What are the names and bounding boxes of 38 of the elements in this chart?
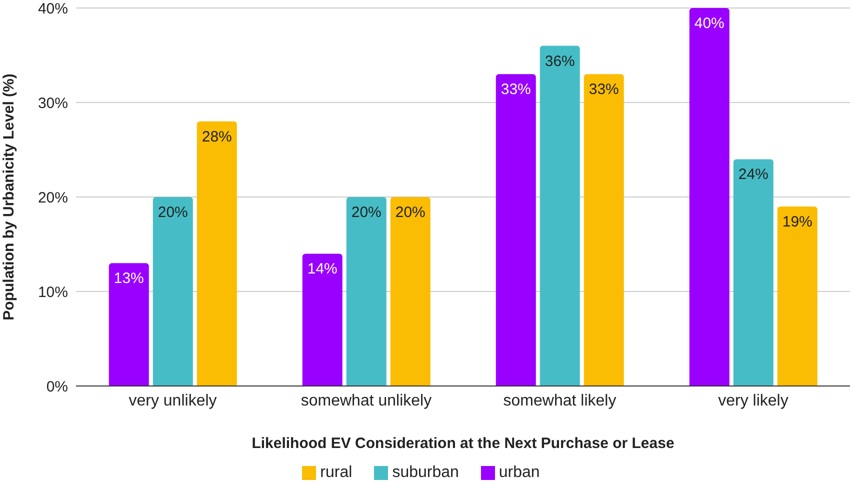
x-tick-label: very unlikely — [128, 392, 217, 410]
bar — [302, 254, 342, 386]
y-tick-label: 10% — [38, 284, 68, 301]
data-label: 13% — [114, 270, 144, 288]
data-label: 20% — [395, 204, 426, 221]
x-tick-label: somewhat unlikely — [300, 392, 432, 410]
bar — [733, 159, 774, 386]
legend-label: urban — [498, 464, 540, 481]
y-tick-label: 20% — [38, 189, 68, 206]
y-tick-label: 0% — [46, 378, 68, 396]
data-label: 19% — [782, 213, 812, 230]
y-tick-label: 40% — [38, 0, 68, 18]
bar — [152, 197, 193, 386]
bar — [108, 263, 149, 386]
bar — [540, 46, 580, 386]
bar — [196, 121, 237, 386]
bar — [390, 197, 430, 386]
x-tick-label: very likely — [718, 392, 788, 410]
data-label: 20% — [158, 204, 188, 221]
x-axis-title: Likelihood EV Consideration at the Next Purchase or Lease — [252, 435, 674, 452]
y-tick-label: 30% — [38, 94, 68, 112]
bar — [584, 74, 624, 386]
data-label: 33% — [500, 81, 531, 98]
legend-label: suburban — [392, 464, 459, 481]
bar — [496, 74, 536, 386]
data-label: 20% — [351, 204, 382, 221]
data-label: 28% — [202, 128, 232, 146]
x-tick-label: somewhat likely — [503, 392, 616, 410]
bar — [346, 197, 386, 386]
data-label: 36% — [544, 52, 575, 70]
data-label: 14% — [307, 260, 338, 278]
data-label: 24% — [738, 166, 768, 184]
data-label: 33% — [588, 81, 619, 98]
data-label: 40% — [694, 15, 724, 32]
y-axis-title: Population by Urbanicity Level (%) — [0, 74, 18, 320]
bar — [777, 206, 818, 386]
legend-label: rural — [320, 464, 352, 481]
bar — [689, 8, 730, 386]
